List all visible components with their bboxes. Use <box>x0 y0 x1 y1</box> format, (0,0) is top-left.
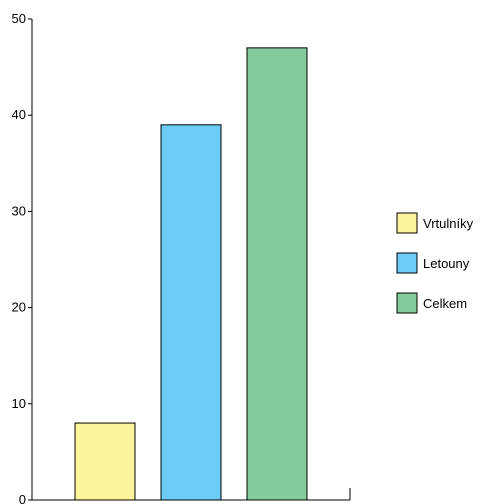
legend-swatch <box>396 292 418 314</box>
y-tick-label: 20 <box>12 300 26 315</box>
bar-1 <box>74 422 136 501</box>
y-tick-label: 40 <box>12 107 26 122</box>
bar-3 <box>246 47 308 501</box>
legend-label: Vrtulníky <box>423 216 474 231</box>
y-tick-label: 10 <box>12 396 26 411</box>
bars <box>74 47 308 501</box>
legend-label: Letouny <box>423 256 470 271</box>
y-tick-label: 0 <box>19 492 26 504</box>
legend-swatch <box>396 212 418 234</box>
bar-2 <box>160 124 222 501</box>
y-tick-label: 50 <box>12 11 26 26</box>
legend-swatch <box>396 252 418 274</box>
legend-label: Celkem <box>423 296 467 311</box>
y-tick-label: 30 <box>12 203 26 218</box>
legend: Vrtulníky Letouny Celkem <box>396 212 474 314</box>
